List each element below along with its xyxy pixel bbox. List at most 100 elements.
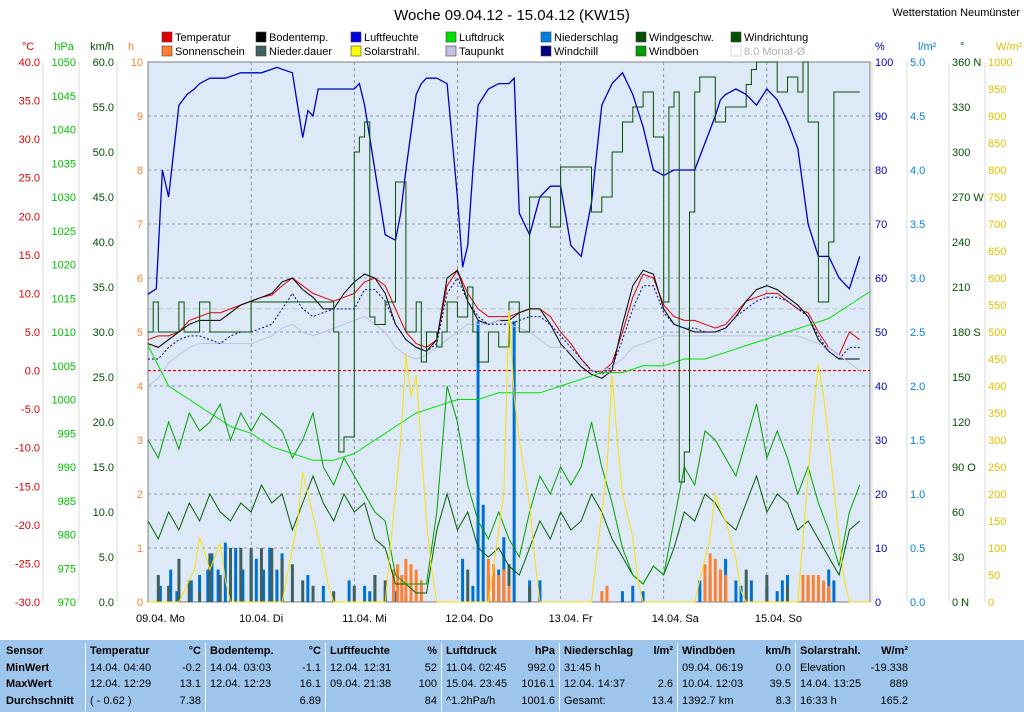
legend-label: Windgeschw. [649,32,714,44]
legend-label: Temperatur [175,32,231,44]
bar-niederschlag [347,580,351,602]
bar-sonnenschein [718,569,722,602]
axis-tick-label: 30 [952,552,964,564]
legend-item-bodentemp: Bodentemp. [255,31,328,44]
stats-row: Durchschnitt [6,693,81,710]
axis-tick-label: 40 [875,381,887,393]
bar-nieder-dauer [528,585,532,602]
bar-sonnenschein [396,564,400,602]
bar-sonnenschein [827,585,831,602]
stats-cell-value: W/m² [881,645,908,657]
bar-nieder-dauer [785,585,789,602]
axis-tick-label: 0 [137,597,143,609]
stats-cell-value: °C [188,645,201,657]
axis-tick-label: 0 N [952,597,969,609]
axis-tick-label: 1030 [52,192,76,204]
axis-tick-label: 1000 [52,395,76,407]
legend-label: Windchill [554,46,598,58]
x-tick-label: 13.04. Fr [549,613,593,625]
axis-tick-label: 30.0 [19,134,40,146]
stats-cell-label: 09.04. 06:19 [682,661,744,674]
axis-unit-label: ° [960,41,964,53]
stats-column-bodentemp: Bodentemp. °C 14.04. 03:03 -1.1 12.04. 12:23… [206,643,326,711]
bar-nieder-dauer [156,575,160,602]
axis-tick-label: 9 [137,111,143,123]
stats-column-niederschlag: Niederschlag l/m² 31:45 h 12.04. 14:37 2.6 Ge… [560,643,678,711]
bar-sonnenschein [419,580,423,602]
stats-cell-label: Luftdruck [446,645,497,657]
statistics-panel: Sensor MinWert MaxWert Durchschnitt Temperat… [0,640,1024,712]
axis-tick-label: 15.0 [19,250,40,262]
axis-tick-label: 4 [137,381,143,393]
stats-cell-label: 12.04. 14:37 [564,678,626,690]
bar-niederschlag [631,585,635,602]
bar-nieder-dauer [352,585,356,602]
stats-cell-value: 8.3 [775,694,791,707]
bar-nieder-dauer [373,575,377,602]
axis-tick-label: 50 [875,327,887,339]
axis-tick-label: 950 [988,84,1006,96]
axis-tick-label: 180 S [952,327,981,339]
axis-tick-label: 400 [988,381,1006,393]
legend-item-temperatur: Temperatur [161,31,231,44]
axis-tick-label: 0.5 [910,543,925,555]
stats-row: 09.04. 21:38 100 [330,676,437,693]
axis-tick-label: 550 [988,300,1006,312]
bar-niederschlag [749,580,753,602]
axis-tick-label: 1000 [988,57,1012,69]
axis-tick-label: 360 N [952,57,981,69]
axis-tick-label: 995 [58,428,76,440]
axis-tick-label: 450 [988,354,1006,366]
bar-niederschlag [775,591,779,602]
bar-nieder-dauer [167,585,171,602]
axis-tick-label: -20.0 [15,520,40,532]
stats-header: Luftfeuchte% [330,643,437,660]
axis-tick-label: 25.0 [19,173,40,185]
axis-tick-label: 1.5 [910,435,925,447]
axis-tick-label: 100 [988,543,1006,555]
axis-tick-label: 0 [875,597,881,609]
bar-nieder-dauer [177,558,181,602]
bar-nieder-dauer [239,548,243,602]
axis-tick-label: 15.0 [93,462,114,474]
series-line-temperatur [147,269,860,373]
legend: Temperatur Bodentemp. Luftfeuchte Luftdruck… [161,31,808,58]
stats-cell-label: 09.04. 21:38 [330,678,392,690]
legend-swatch [350,31,362,43]
series-line-solarstrahl [148,310,870,603]
stats-cell-label: 1392.7 km [682,694,734,707]
x-tick-label: 14.04. Sa [652,613,700,625]
bar-niederschlag [206,569,210,602]
bar-niederschlag [216,569,220,602]
axis-tick-label: 5 [137,327,143,339]
stats-row: 31:45 h [564,660,673,677]
axis-tick-label: 1050 [52,57,76,69]
stats-cell-value: °C [308,645,321,657]
legend-label: Solarstrahl. [364,46,420,58]
bar-niederschlag [476,321,480,602]
stats-cell-label: 12.04. 12:29 [90,678,152,690]
stats-column-sensor: Sensor MinWert MaxWert Durchschnitt [2,643,86,711]
axis-tick-label: -5.0 [21,404,40,416]
bar-sonnenschein [600,591,604,602]
stats-row: ^1.2hPa/h 1001.6 [446,693,555,710]
bar-sonnenschein [801,575,805,602]
stats-row: 1392.7 km 8.3 [682,693,791,710]
axis-tick-label: 210 [952,282,970,294]
axis-hpa-left: hPa 1050 1045 1040 1035 1030 1025 1020 1015 1010 1… [52,41,80,609]
axis-l-m-right: l/m² 5.0 4.5 4.0 3.5 3.0 2.5 2.0 1.5 1.0 0.5 0.0 [906,41,937,609]
stats-cell-value: 84 [424,694,437,707]
bar-sonnenschein [492,564,496,602]
axis-tick-label: 5.0 [25,327,40,339]
bar-sonnenschein [816,575,820,602]
legend-item-niederschlag: Niederschlag [540,31,618,44]
stats-cell-label: 14.04. 04:40 [90,661,152,674]
axis-tick-label: 1010 [52,327,76,339]
bar-nieder-dauer [744,569,748,602]
stats-row: 12.04. 12:23 16.1 [210,676,321,693]
axis-tick-label: 5.0 [99,552,114,564]
axis-tick-label: 100 [875,57,893,69]
bar-nieder-dauer [280,558,284,602]
stats-cell-value: 7.38 [179,694,201,707]
axis-tick-label: 60.0 [93,57,114,69]
